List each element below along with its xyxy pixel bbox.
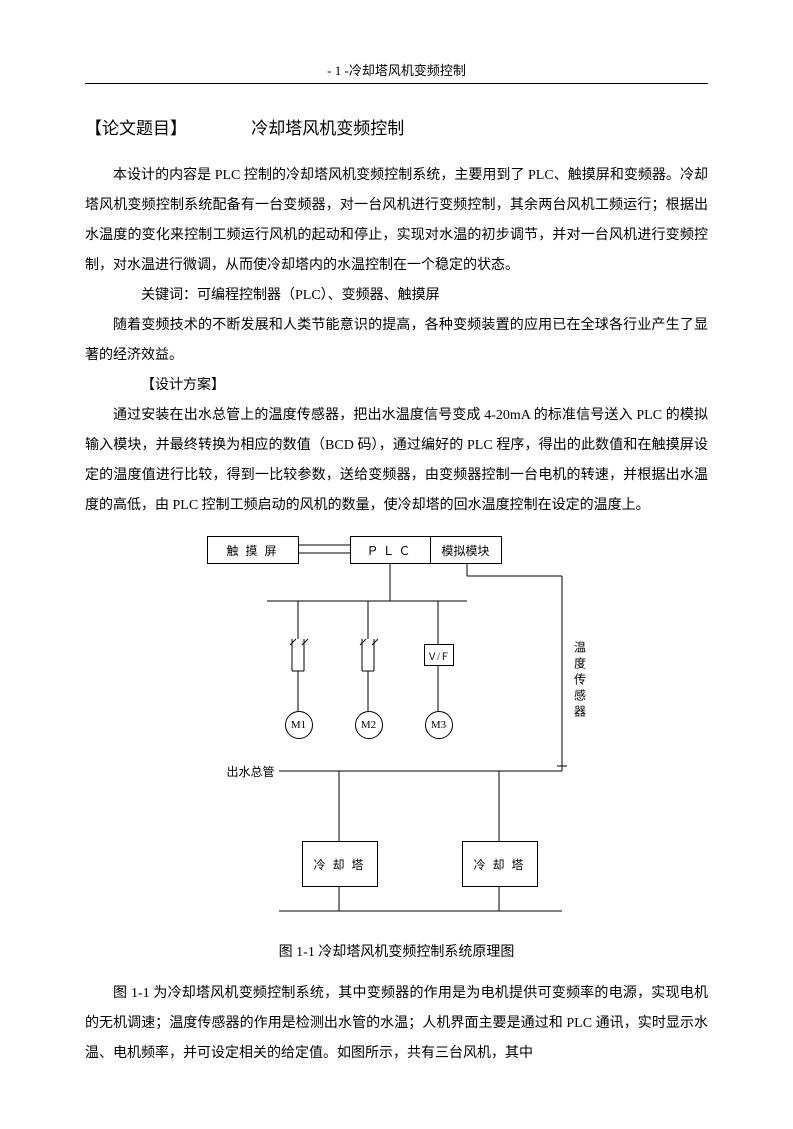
motor-m3: M3	[425, 711, 453, 739]
paragraph-4: 图 1-1 为冷却塔风机变频控制系统，其中变频器的作用是为电机提供可变频率的电源…	[85, 979, 708, 1069]
title-label: 【论文题目】	[85, 114, 187, 139]
motor-m1: M1	[285, 711, 313, 739]
title-row: 【论文题目】 冷却塔风机变频控制	[85, 114, 708, 139]
vf-box: Ｖ/Ｆ	[424, 644, 454, 666]
page-header: - 1 -冷却塔风机变频控制	[85, 60, 708, 84]
figure-caption: 图 1-1 冷却塔风机变频控制系统原理图	[85, 941, 708, 961]
title-text: 冷却塔风机变频控制	[251, 114, 404, 139]
section-heading: 【设计方案】	[85, 371, 708, 401]
paragraph-intro: 本设计的内容是 PLC 控制的冷却塔风机变频控制系统，主要用到了 PLC、触摸屏…	[85, 161, 708, 281]
cooling-tower-1: 冷 却 塔	[302, 841, 378, 887]
keywords: 关键词：可编程控制器（PLC）、变频器、触摸屏	[85, 281, 708, 311]
page: - 1 -冷却塔风机变频控制 【论文题目】 冷却塔风机变频控制 本设计的内容是 …	[0, 0, 793, 1129]
paragraph-2: 随着变频技术的不断发展和人类节能意识的提高，各种变频装置的应用已在全球各行业产生…	[85, 311, 708, 371]
analog-module-box: 模拟模块	[430, 536, 502, 564]
diagram-lines	[167, 531, 627, 931]
touch-screen-box: 触 摸 屏	[207, 536, 299, 564]
outlet-label: 出水总管	[227, 763, 275, 780]
cooling-tower-2: 冷 却 塔	[462, 841, 538, 887]
paragraph-3: 通过安装在出水总管上的温度传感器，把出水温度信号变成 4-20mA 的标准信号送…	[85, 401, 708, 521]
system-diagram: 触 摸 屏 ＰＬＣ 模拟模块 Ｖ/Ｆ M1 M2 M3 温度传感器 出水总管 冷…	[167, 531, 627, 931]
motor-m2: M2	[355, 711, 383, 739]
sensor-label: 温度传感器	[572, 641, 589, 721]
plc-box: ＰＬＣ	[350, 536, 432, 564]
